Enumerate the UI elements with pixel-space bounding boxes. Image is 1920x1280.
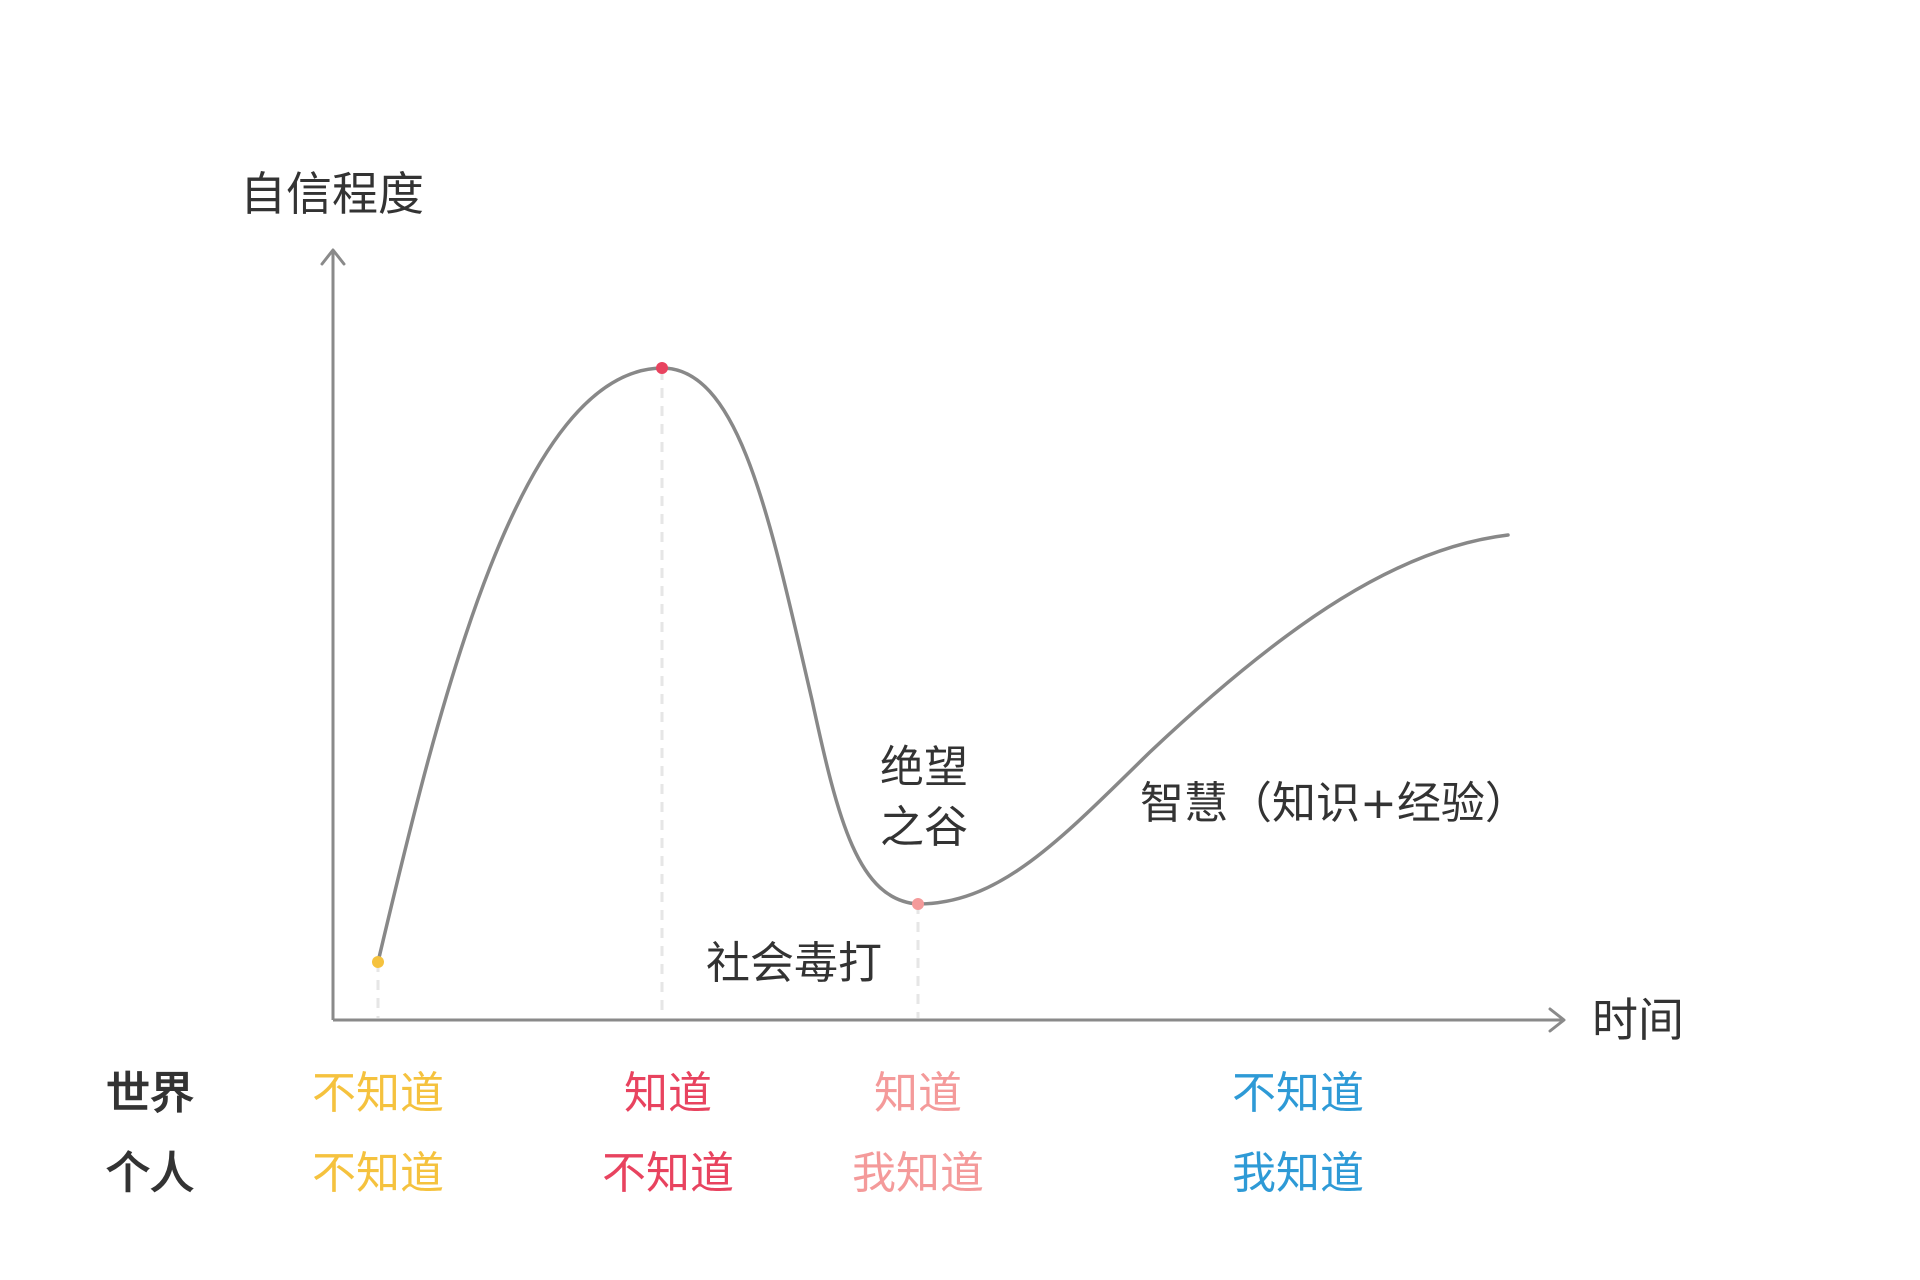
stage-2-person: 不知道 — [602, 1148, 734, 1199]
x-axis-title: 时间 — [1592, 993, 1684, 1047]
y-axis — [320, 248, 346, 1020]
stage-1-world: 不知道 — [312, 1068, 444, 1119]
start-point — [372, 956, 384, 968]
wisdom-label: 智慧（知识+经验） — [1140, 778, 1529, 829]
y-axis-arrow-icon — [320, 248, 346, 266]
valley-label-line2: 之谷 — [880, 802, 968, 853]
row-label-world: 世界 — [106, 1068, 194, 1119]
valley-label-line1: 绝望 — [880, 742, 968, 793]
valley-point — [912, 898, 924, 910]
stage-3-world: 知道 — [874, 1068, 962, 1119]
beating-label: 社会毒打 — [706, 938, 882, 989]
stage-2-world: 知道 — [624, 1068, 712, 1119]
x-axis-arrow-icon — [1548, 1007, 1566, 1033]
peak-point — [656, 362, 668, 374]
y-axis-title: 自信程度 — [240, 167, 424, 221]
x-axis — [333, 1007, 1566, 1033]
stage-3-person: 我知道 — [852, 1148, 984, 1199]
stage-4-world: 不知道 — [1232, 1068, 1364, 1119]
stage-4-person: 我知道 — [1232, 1148, 1364, 1199]
confidence-curve — [376, 366, 1510, 964]
stage-1-person: 不知道 — [312, 1148, 444, 1199]
row-label-person: 个人 — [106, 1148, 194, 1199]
